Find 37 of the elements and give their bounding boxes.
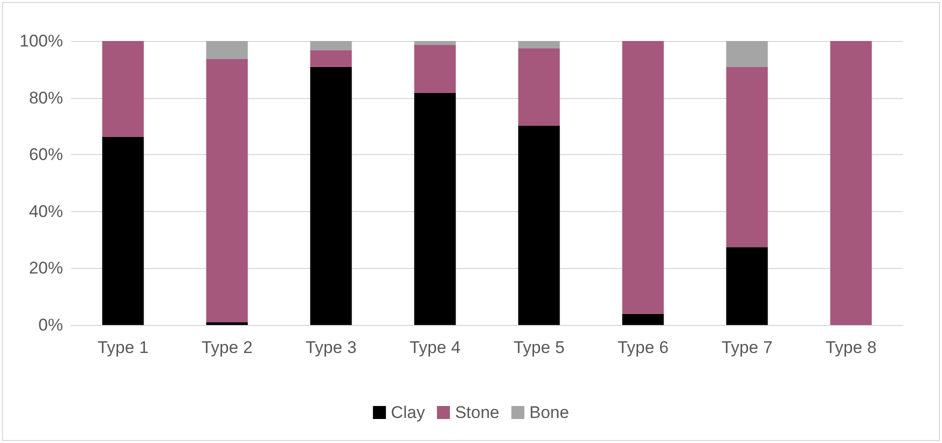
- x-tick-label: Type 4: [409, 338, 461, 357]
- bar: [518, 126, 560, 325]
- y-tick-label: 40%: [28, 202, 63, 221]
- bar: [102, 41, 144, 137]
- bar: [414, 44, 456, 93]
- bar: [726, 247, 768, 325]
- x-tick-label: Type 5: [513, 338, 565, 357]
- bar: [102, 136, 144, 325]
- y-tick-label: 20%: [28, 258, 63, 278]
- legend-label: Stone: [454, 403, 500, 422]
- bar: [726, 66, 768, 248]
- bar: [726, 41, 768, 67]
- bar: [622, 314, 664, 325]
- x-tick-label: Type 8: [825, 338, 877, 357]
- y-tick-label: 100%: [20, 32, 63, 50]
- bar: [206, 322, 248, 325]
- y-tick-label: 60%: [28, 145, 63, 164]
- bar: [206, 58, 248, 322]
- bar: [414, 41, 456, 45]
- x-tick-label: Type 2: [201, 338, 253, 357]
- bar: [310, 66, 352, 325]
- bar: [310, 50, 352, 67]
- legend-label: Clay: [390, 403, 426, 422]
- x-tick-label: Type 3: [305, 338, 357, 357]
- x-tick-label: Type 6: [617, 338, 669, 357]
- bar: [310, 41, 352, 50]
- bar: [622, 41, 664, 314]
- x-tick-label: Type 7: [721, 338, 773, 357]
- bar: [206, 41, 248, 59]
- y-tick-label: 0%: [38, 316, 63, 334]
- legend-label: Bone: [529, 403, 570, 422]
- x-tick-label: Type 1: [97, 338, 149, 357]
- bar: [518, 48, 560, 126]
- bar: [518, 41, 560, 48]
- y-tick-label: 80%: [28, 88, 63, 108]
- bar: [830, 41, 872, 325]
- bar: [414, 92, 456, 325]
